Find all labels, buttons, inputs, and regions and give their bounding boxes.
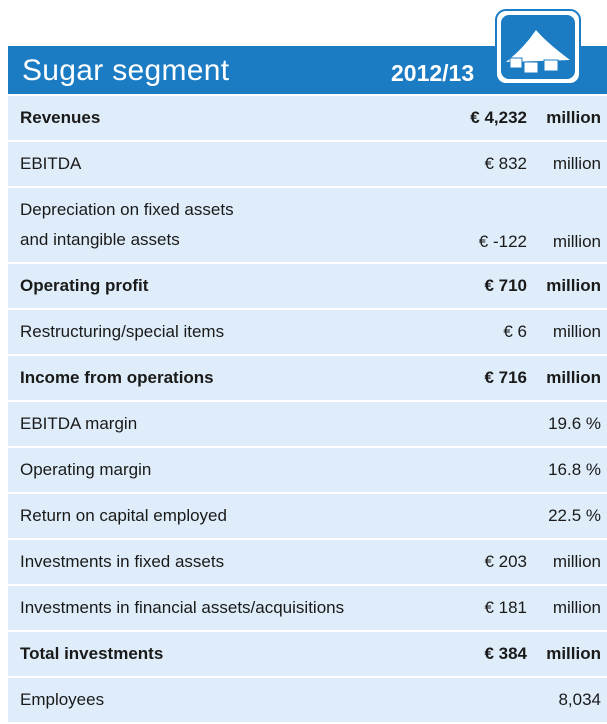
table-row: Investments in financial assets/acquisit… xyxy=(8,586,607,632)
label-text: Income from operations xyxy=(20,368,214,387)
row-unit: million xyxy=(546,108,601,127)
row-value: € 832 xyxy=(484,154,527,173)
row-value: € -122 xyxy=(478,232,527,251)
label-text: Operating profit xyxy=(20,276,149,295)
row-value: € 716 xyxy=(484,368,527,387)
table-row: Employees 8,034 xyxy=(8,678,607,724)
row-value: € 181 xyxy=(484,598,527,617)
row-label: Investments in fixed assets xyxy=(8,547,484,577)
row-label: Restructuring/special items xyxy=(8,317,503,347)
table-row: Investments in fixed assets € 203 million xyxy=(8,540,607,586)
row-label: Employees xyxy=(8,685,558,715)
row-unit: million xyxy=(546,368,601,387)
row-unit: million xyxy=(552,154,601,173)
table-row: Return on capital employed 22.5 % xyxy=(8,494,607,540)
label-text: Operating margin xyxy=(20,460,152,479)
row-label: Operating margin xyxy=(8,455,548,485)
label-text: Restructuring/special items xyxy=(20,322,225,341)
title: Sugar segment xyxy=(22,54,230,87)
table-row: Total investments € 384 million xyxy=(8,632,607,678)
row-unit: million xyxy=(546,276,601,295)
row-label: Operating profit xyxy=(8,271,484,301)
table-row: Income from operations € 716 million xyxy=(8,356,607,402)
row-label: Depreciation on fixed assets and intangib… xyxy=(8,188,479,262)
row-value: € 710 xyxy=(484,276,527,295)
row-label: EBITDA margin xyxy=(8,409,548,439)
row-unit: million xyxy=(552,552,601,571)
label-text: EBITDA margin xyxy=(20,414,138,433)
table-row: EBITDA margin 19.6 % xyxy=(8,402,607,448)
table-row: Restructuring/special items € 6 million xyxy=(8,310,607,356)
row-unit: million xyxy=(552,322,601,341)
label-text: Return on capital employed xyxy=(20,506,227,525)
row-label: Investments in financial assets/acquisit… xyxy=(8,593,484,623)
row-unit: million xyxy=(552,232,601,251)
table-row: Revenues € 4,232 million xyxy=(8,96,607,142)
row-label: Revenues xyxy=(8,103,470,133)
row-value: € 203 xyxy=(484,552,527,571)
label-text: EBITDA xyxy=(20,154,82,173)
row-unit: million xyxy=(546,644,601,663)
row-label: EBITDA xyxy=(8,149,484,179)
row-value: 19.6 % xyxy=(548,414,601,433)
label-text: Revenues xyxy=(20,108,101,127)
page: Sugar segment 2012/13 Revenues € 4,232 mil… xyxy=(8,9,607,724)
table: Revenues € 4,232 million EBITDA € 832 million… xyxy=(8,96,607,724)
row-label: Return on capital employed xyxy=(8,501,548,531)
label-line: and intangible assets xyxy=(20,230,180,249)
row-value: € 4,232 xyxy=(470,108,527,127)
label-text: Total investments xyxy=(20,644,164,663)
table-row: EBITDA € 832 million xyxy=(8,142,607,188)
label-line: Depreciation on fixed assets xyxy=(20,200,234,219)
label-text: Employees xyxy=(20,690,105,709)
row-label: Total investments xyxy=(8,639,484,669)
sugar-icon xyxy=(495,9,581,85)
label-text: Investments in fixed assets xyxy=(20,552,225,571)
year: 2012/13 xyxy=(391,60,475,86)
row-value: € 384 xyxy=(484,644,527,663)
row-label: Income from operations xyxy=(8,363,484,393)
table-row: Depreciation on fixed assets and intangib… xyxy=(8,188,607,264)
row-unit: million xyxy=(552,598,601,617)
row-value: 22.5 % xyxy=(548,506,601,525)
row-value: € 6 xyxy=(503,322,527,341)
label-text: Investments in financial assets/acquisit… xyxy=(20,598,345,617)
table-row: Operating profit € 710 million xyxy=(8,264,607,310)
table-row: Operating margin 16.8 % xyxy=(8,448,607,494)
row-value: 8,034 xyxy=(558,690,601,709)
row-value: 16.8 % xyxy=(548,460,601,479)
